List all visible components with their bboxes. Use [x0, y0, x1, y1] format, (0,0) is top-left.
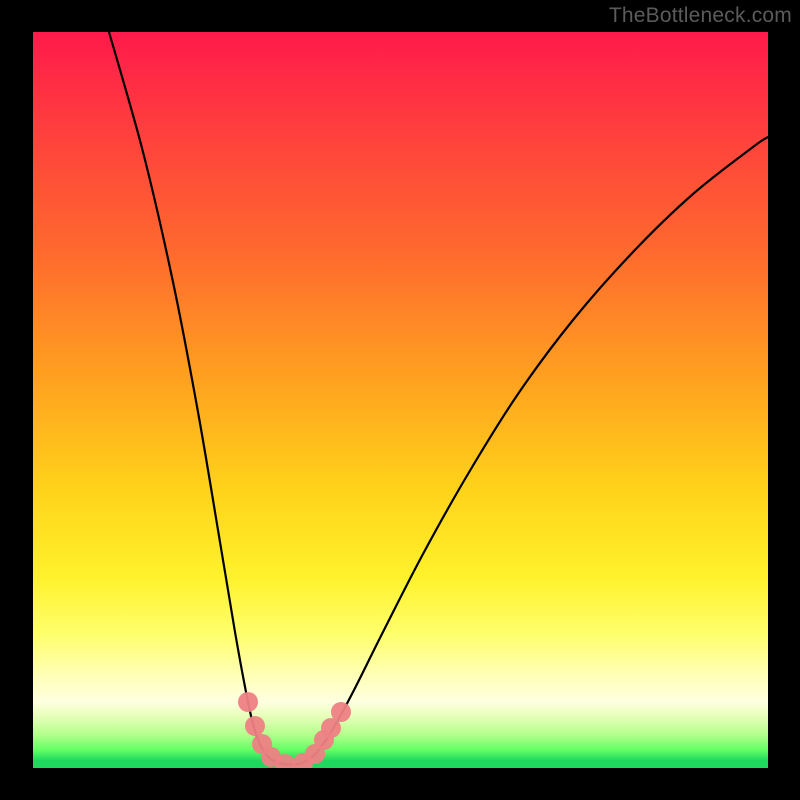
canvas: TheBottleneck.com	[0, 0, 800, 800]
plot-area	[33, 32, 768, 768]
watermark-text: TheBottleneck.com	[609, 4, 792, 28]
chart-background-gradient	[33, 32, 768, 768]
